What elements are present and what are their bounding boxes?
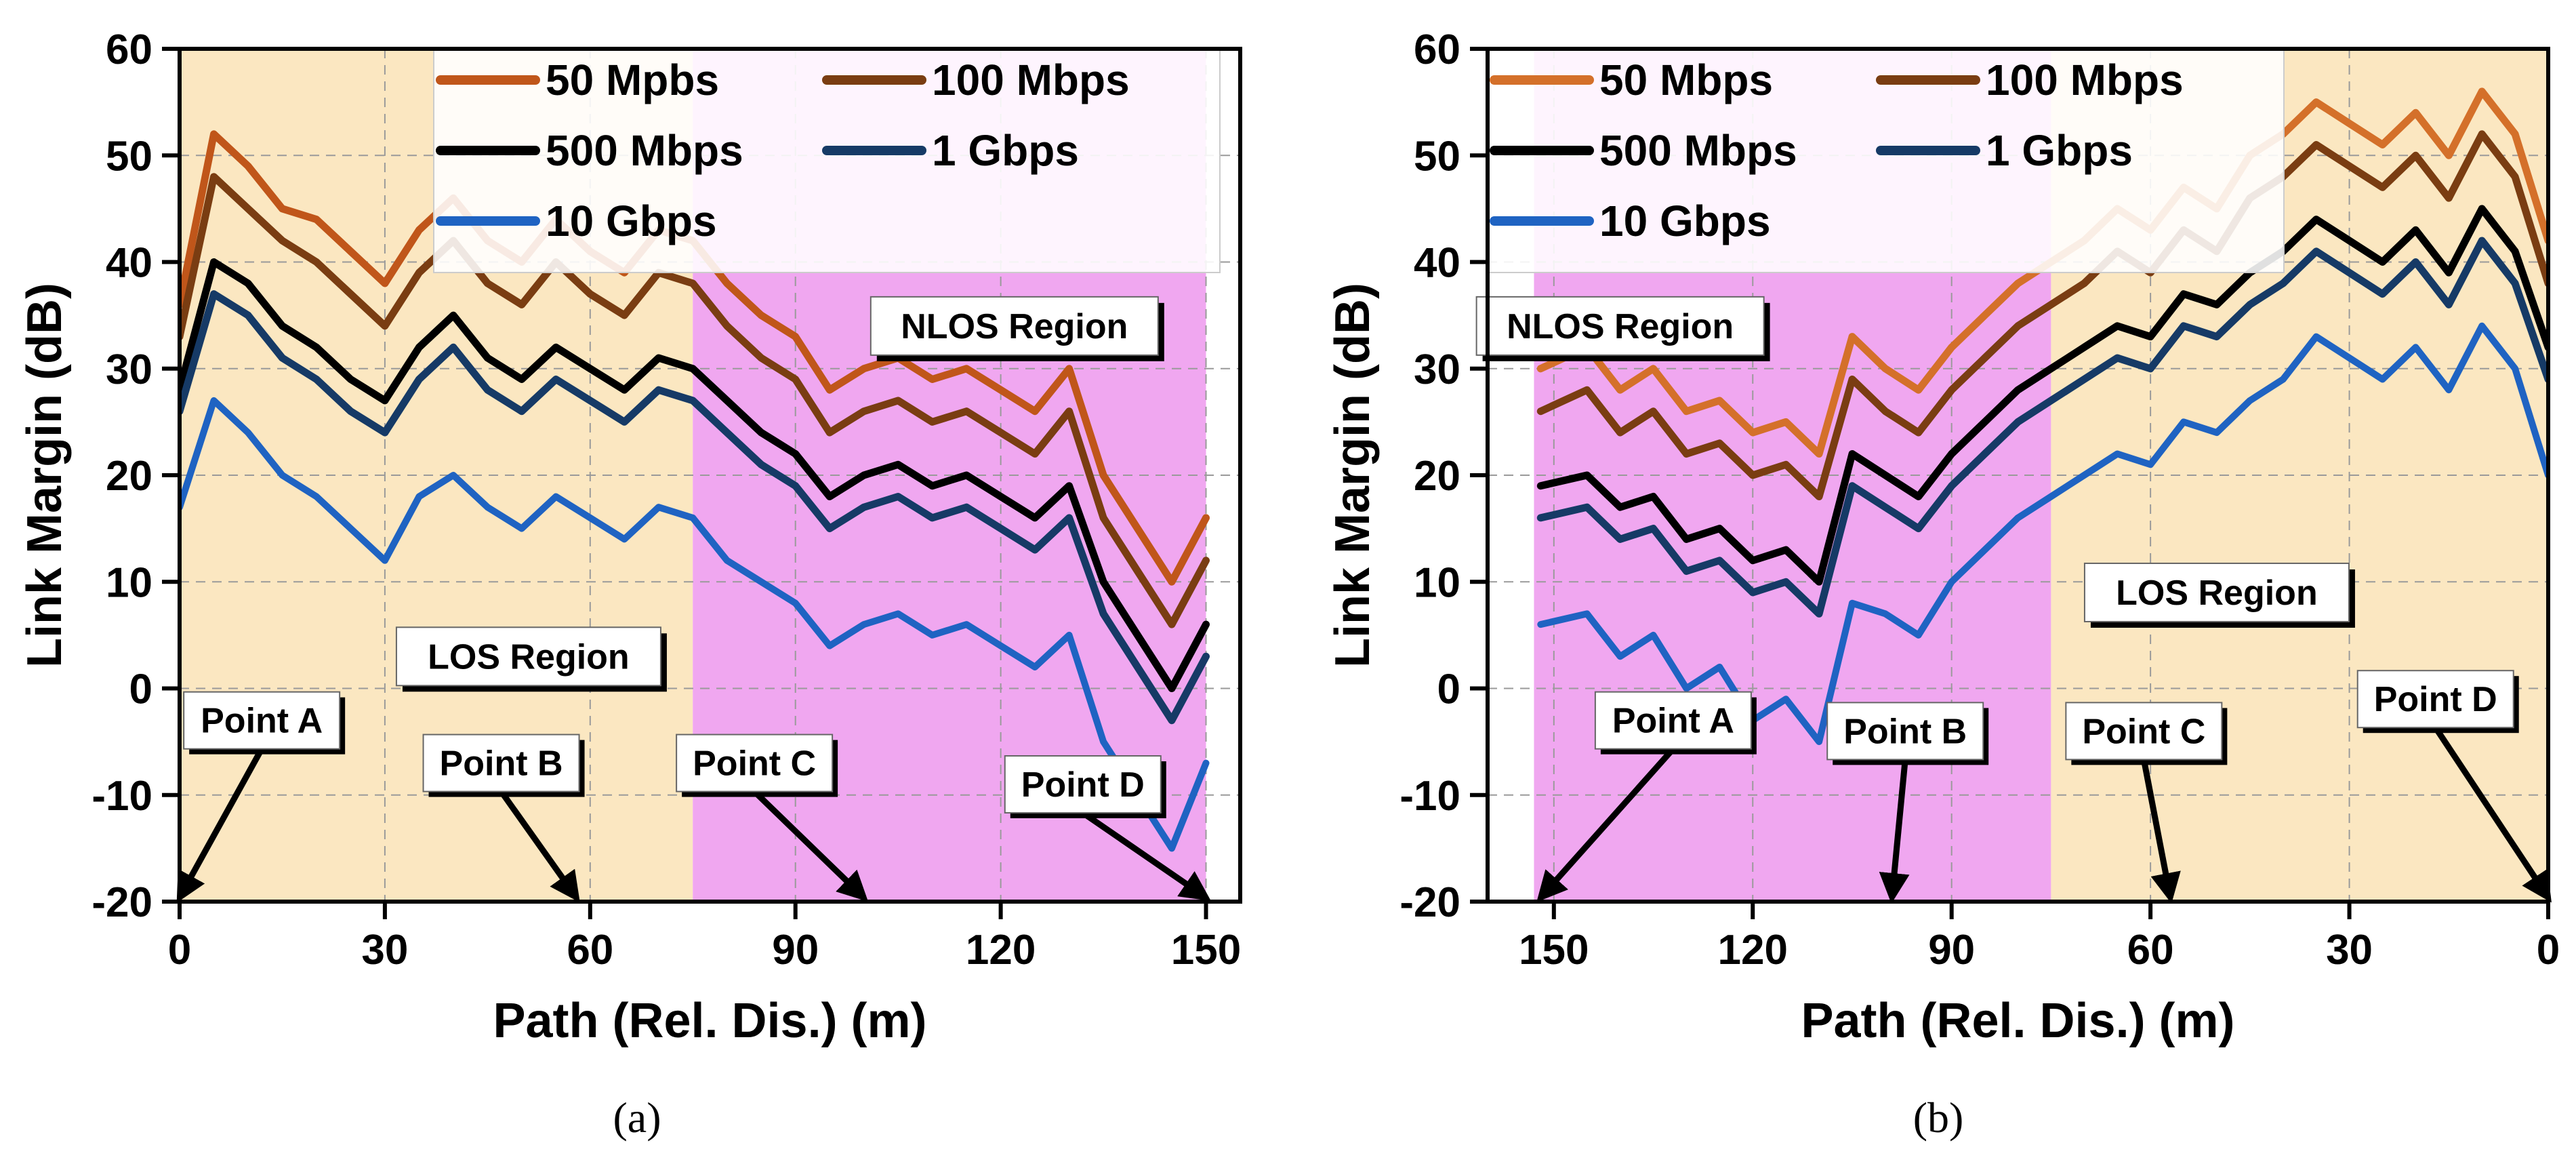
- x-tick-label: 0: [2537, 927, 2560, 973]
- series-line-1-gbps: [180, 290, 1210, 725]
- x-tick-label: 150: [1171, 927, 1241, 973]
- legend-box: [433, 48, 1221, 273]
- region-label-box: [2083, 562, 2350, 622]
- x-axis-title: Path (Rel. Dis.) (m): [493, 994, 926, 1048]
- region-label: NLOS Region: [1507, 307, 1734, 346]
- annotation-arrow: [1536, 746, 1676, 902]
- x-tick-label: 30: [361, 927, 408, 973]
- series-line-100-mbps: [180, 173, 1210, 628]
- series-line-1-gbps: [1536, 237, 2548, 618]
- y-tick-label: -20: [91, 879, 152, 926]
- series-line-500-mbps: [180, 258, 1210, 692]
- legend-label: 10 Gbps: [546, 197, 717, 245]
- annotation-box: [676, 733, 834, 792]
- y-tick-label: 60: [106, 26, 152, 73]
- y-tick-label: 0: [1437, 666, 1460, 713]
- y-tick-label: 60: [1414, 26, 1460, 73]
- panel-caption: (a): [613, 1093, 661, 1142]
- chart-panel-a: LOS Region NLOS Region Point A Point B Point…: [18, 26, 1242, 1142]
- annotation-arrow: [498, 789, 580, 903]
- legend-box: [1487, 48, 2285, 273]
- annotation-arrow: [1081, 810, 1211, 902]
- y-tick-label: 20: [1414, 453, 1460, 500]
- y-tick-label: 30: [1414, 346, 1460, 393]
- annotation-label: Point B: [440, 744, 563, 784]
- annotation-arrow: [752, 789, 869, 902]
- y-tick-label: 30: [106, 346, 152, 393]
- y-tick-label: 40: [1414, 240, 1460, 287]
- series-group: [180, 130, 1210, 852]
- x-tick-label: 90: [772, 927, 819, 973]
- region-label-box: [870, 296, 1159, 356]
- series-line-100-mbps: [1536, 130, 2548, 500]
- annotation-label: Point C: [693, 744, 816, 784]
- annotation-label: Point D: [1021, 765, 1145, 805]
- y-tick-label: 0: [129, 666, 152, 713]
- x-axis-title: Path (Rel. Dis.) (m): [1801, 994, 2234, 1048]
- legend-label: 1 Gbps: [1986, 126, 2133, 175]
- legend-label: 100 Mbps: [932, 56, 1130, 104]
- annotation-box: [1594, 691, 1752, 750]
- y-tick-label: -10: [91, 773, 152, 820]
- series-line-10-gbps: [180, 397, 1210, 852]
- annotation-arrow: [2140, 759, 2181, 904]
- region-label: LOS Region: [2116, 574, 2318, 613]
- annotation-label: Point A: [201, 702, 323, 741]
- legend-label: 100 Mbps: [1986, 56, 2184, 104]
- y-tick-label: 10: [1414, 559, 1460, 606]
- y-tick-label: 50: [106, 133, 152, 180]
- x-tick-label: 60: [567, 927, 613, 973]
- y-axis-title: Link Margin (dB): [18, 283, 72, 668]
- region-label: LOS Region: [428, 637, 630, 677]
- x-tick-label: 30: [2326, 927, 2373, 973]
- annotation-label: Point D: [2374, 680, 2497, 719]
- annotation-box: [2065, 702, 2223, 761]
- x-tick-label: 120: [966, 927, 1036, 973]
- series-line-10-gbps: [1537, 322, 2548, 746]
- x-tick-label: 120: [1718, 927, 1788, 973]
- region-label-box: [395, 626, 661, 687]
- annotation-box: [183, 691, 341, 750]
- x-tick-label: 150: [1519, 927, 1589, 973]
- x-tick-label: 90: [1928, 927, 1975, 973]
- x-tick-label: 0: [168, 927, 191, 973]
- y-tick-label: 10: [106, 559, 152, 606]
- chart-panel-b: NLOS Region LOS Region Point A Point B Point…: [1326, 26, 2560, 1142]
- legend-label: 10 Gbps: [1599, 197, 1771, 245]
- x-tick-label: 60: [2127, 927, 2174, 973]
- y-axis-title: Link Margin (dB): [1326, 283, 1380, 668]
- annotation-arrow: [176, 747, 265, 903]
- annotation-label: Point A: [1612, 702, 1734, 741]
- y-tick-label: 50: [1414, 133, 1460, 180]
- region-label: NLOS Region: [901, 307, 1128, 346]
- y-tick-label: 40: [106, 240, 152, 287]
- series-line-500-mbps: [1536, 205, 2548, 586]
- panel-caption: (b): [1913, 1093, 1964, 1142]
- annotation-box: [1826, 702, 1984, 761]
- annotation-arrow: [1879, 759, 1910, 904]
- y-tick-label: 20: [106, 453, 152, 500]
- region-label-box: [1475, 296, 1765, 356]
- legend-label: 500 Mbps: [546, 126, 743, 175]
- annotation-box: [422, 733, 580, 792]
- legend-label: 50 Mbps: [1599, 56, 1773, 104]
- legend-label: 500 Mbps: [1599, 126, 1797, 175]
- y-tick-label: -20: [1399, 879, 1460, 926]
- annotation-box: [1004, 755, 1162, 814]
- y-tick-label: -10: [1399, 773, 1460, 820]
- annotation-arrow: [2432, 725, 2552, 903]
- legend-label: 50 Mpbs: [546, 56, 719, 104]
- annotation-label: Point C: [2082, 712, 2205, 751]
- annotation-label: Point B: [1843, 712, 1967, 751]
- legend-label: 1 Gbps: [932, 126, 1079, 175]
- annotation-box: [2356, 670, 2514, 729]
